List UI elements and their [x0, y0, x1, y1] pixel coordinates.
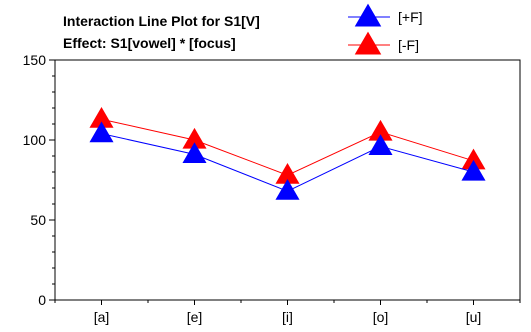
chart-subtitle: Effect: S1[vowel] * [focus] [63, 35, 236, 51]
series-+F [89, 121, 486, 200]
legend-marker [354, 31, 382, 55]
data-point [368, 134, 393, 155]
series-layer [89, 107, 486, 200]
y-tick-label: 100 [23, 132, 47, 148]
legend-label: [-F] [398, 37, 419, 53]
legend-marker [354, 3, 382, 27]
data-point [89, 121, 114, 143]
series--F [89, 107, 486, 184]
y-tick-label: 50 [30, 212, 46, 228]
legend-item: [-F] [348, 31, 419, 55]
data-point [275, 179, 300, 200]
axes: 0 50 100 150 [a] [e] [i] [o] [u] [23, 52, 521, 325]
data-point [182, 142, 207, 163]
x-tick-label: [i] [282, 309, 293, 325]
x-tick-label: [u] [466, 309, 482, 325]
y-tick-label: 0 [38, 292, 46, 308]
x-tick-label: [o] [373, 309, 389, 325]
chart-title: Interaction Line Plot for S1[V] [63, 13, 260, 29]
y-tick-label: 150 [23, 52, 47, 68]
x-tick-label: [e] [187, 309, 203, 325]
legend: [+F] [-F] [348, 3, 423, 55]
legend-label: [+F] [398, 9, 423, 25]
legend-item: [+F] [348, 3, 423, 27]
x-tick-label: [a] [94, 309, 110, 325]
data-point [461, 159, 486, 181]
